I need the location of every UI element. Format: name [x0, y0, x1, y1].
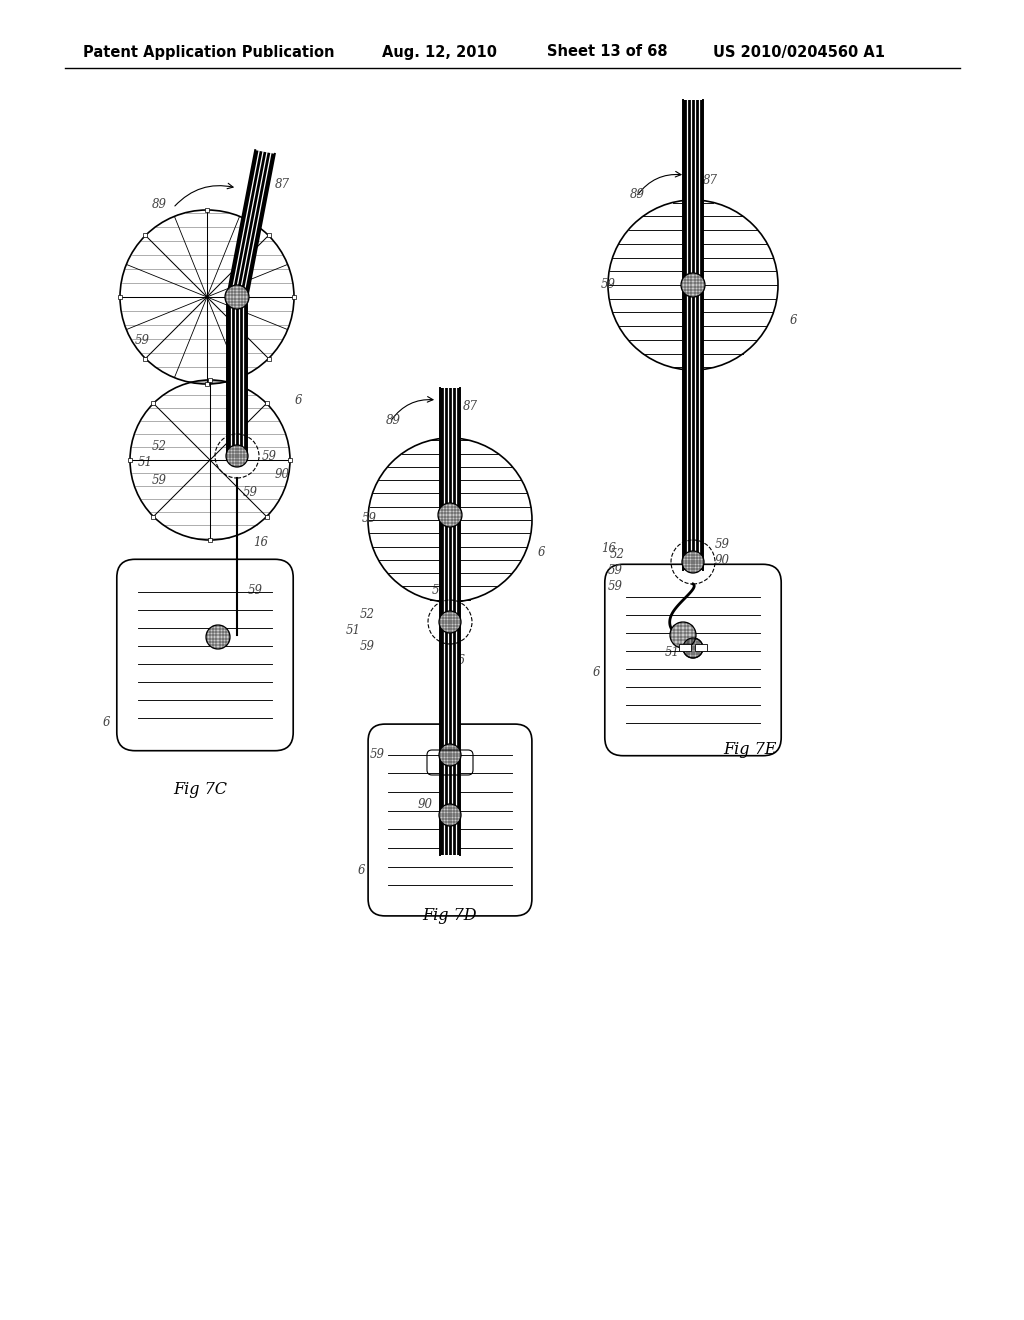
Text: 87: 87	[275, 178, 290, 191]
Polygon shape	[440, 388, 460, 855]
Polygon shape	[683, 100, 703, 570]
Text: 59: 59	[243, 486, 258, 499]
Circle shape	[682, 550, 705, 573]
Text: 52: 52	[152, 441, 167, 454]
Text: 51: 51	[346, 623, 361, 636]
Text: 59: 59	[152, 474, 167, 487]
Text: Fig 7E: Fig 7E	[723, 742, 776, 759]
Text: 16: 16	[253, 536, 268, 549]
Polygon shape	[288, 458, 292, 462]
Text: 59: 59	[360, 640, 375, 653]
Text: 59: 59	[432, 583, 447, 597]
Text: 59: 59	[608, 581, 623, 594]
Text: Patent Application Publication: Patent Application Publication	[83, 45, 335, 59]
Polygon shape	[266, 356, 270, 360]
Text: 59: 59	[248, 583, 263, 597]
FancyBboxPatch shape	[368, 725, 531, 916]
Circle shape	[683, 638, 703, 657]
Polygon shape	[264, 401, 268, 405]
Text: 59: 59	[608, 564, 623, 577]
Text: 6: 6	[358, 863, 366, 876]
Text: 6: 6	[538, 546, 546, 560]
Polygon shape	[266, 234, 270, 238]
Polygon shape	[208, 539, 212, 543]
Text: Aug. 12, 2010: Aug. 12, 2010	[382, 45, 497, 59]
Polygon shape	[227, 150, 274, 300]
FancyBboxPatch shape	[605, 565, 781, 755]
Text: Fig 7D: Fig 7D	[423, 907, 477, 924]
Text: 16: 16	[601, 541, 616, 554]
Polygon shape	[227, 298, 247, 455]
Text: 59: 59	[715, 539, 730, 552]
Text: 87: 87	[703, 173, 718, 186]
Polygon shape	[152, 515, 156, 519]
Polygon shape	[695, 644, 707, 651]
Polygon shape	[118, 294, 122, 300]
Polygon shape	[205, 209, 209, 213]
Text: 90: 90	[715, 553, 730, 566]
Polygon shape	[143, 356, 147, 360]
Circle shape	[439, 611, 461, 634]
Text: 51: 51	[138, 457, 153, 470]
Polygon shape	[208, 378, 212, 381]
Text: 59: 59	[262, 450, 278, 463]
Text: 87: 87	[463, 400, 478, 413]
Polygon shape	[152, 401, 156, 405]
Circle shape	[226, 445, 248, 467]
Polygon shape	[128, 458, 132, 462]
Text: 90: 90	[418, 799, 433, 812]
Text: 6: 6	[103, 715, 111, 729]
Polygon shape	[679, 644, 691, 651]
Text: US 2010/0204560 A1: US 2010/0204560 A1	[713, 45, 885, 59]
Circle shape	[608, 201, 778, 370]
Text: 59: 59	[135, 334, 150, 346]
Polygon shape	[292, 294, 296, 300]
Text: 89: 89	[630, 187, 645, 201]
Polygon shape	[205, 381, 209, 385]
Text: 6: 6	[790, 314, 798, 326]
Text: 6: 6	[295, 393, 302, 407]
Text: 59: 59	[362, 511, 377, 524]
Text: 51: 51	[665, 645, 680, 659]
Circle shape	[670, 622, 696, 648]
Text: 59: 59	[370, 748, 385, 762]
Polygon shape	[143, 234, 147, 238]
Text: 52: 52	[360, 607, 375, 620]
Polygon shape	[264, 515, 268, 519]
Text: Sheet 13 of 68: Sheet 13 of 68	[547, 45, 668, 59]
Circle shape	[438, 503, 462, 527]
Circle shape	[368, 438, 532, 602]
Text: 59: 59	[601, 279, 616, 292]
Circle shape	[681, 273, 705, 297]
Text: 89: 89	[152, 198, 167, 211]
Text: 16: 16	[450, 653, 465, 667]
FancyBboxPatch shape	[117, 560, 293, 751]
Circle shape	[225, 285, 249, 309]
Text: 52: 52	[610, 549, 625, 561]
Circle shape	[439, 744, 461, 766]
Text: 89: 89	[386, 413, 401, 426]
Circle shape	[206, 624, 230, 649]
Text: Fig 7C: Fig 7C	[173, 781, 227, 799]
Circle shape	[439, 804, 461, 826]
Text: 6: 6	[593, 665, 600, 678]
Text: 90: 90	[275, 467, 290, 480]
